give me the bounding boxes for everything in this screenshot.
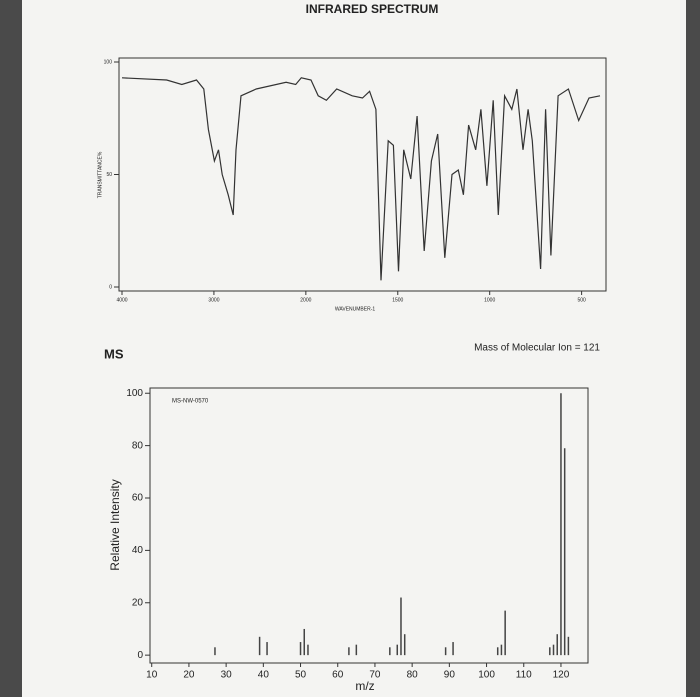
- x-tick-label: 1000: [484, 297, 495, 303]
- y-tick-label: 50: [106, 172, 112, 178]
- x-tick-label: 40: [258, 670, 270, 681]
- x-tick-label: 110: [516, 670, 532, 681]
- x-tick-label: 20: [183, 670, 195, 681]
- x-tick-label: 10: [146, 670, 158, 681]
- x-tick-label: 90: [444, 670, 456, 681]
- ms-peak: [355, 644, 358, 656]
- y-tick-label: 0: [137, 650, 143, 661]
- y-tick-label: 20: [132, 597, 144, 608]
- ir-y-label: TRANSMITTANCE%: [97, 151, 103, 198]
- ms-peak: [496, 647, 499, 656]
- ir-x-label: WAVENUMBER-1: [335, 306, 376, 312]
- ms-peak: [307, 644, 309, 656]
- ms-peak: [403, 634, 406, 656]
- x-tick-label: 4000: [116, 297, 127, 303]
- y-tick-label: 0: [109, 284, 112, 290]
- y-tick-label: 100: [104, 59, 113, 65]
- y-tick-label: 80: [132, 440, 144, 451]
- ms-peak: [563, 448, 566, 656]
- ms-peak: [452, 642, 454, 656]
- ms-peak: [303, 628, 306, 656]
- ms-y-label: Relative Intensity: [108, 479, 122, 570]
- ms-peak: [549, 647, 551, 656]
- x-tick-label: 120: [553, 670, 570, 681]
- ms-peak: [500, 644, 503, 656]
- page-panel: [22, 0, 686, 697]
- ms-peak: [504, 610, 506, 656]
- y-tick-label: 40: [132, 545, 144, 556]
- y-tick-label: 100: [126, 388, 143, 399]
- x-tick-label: 3000: [208, 297, 219, 303]
- y-tick-label: 60: [132, 493, 144, 504]
- ms-peak: [560, 393, 562, 656]
- ms-x-label: m/z: [355, 679, 374, 693]
- ms-peak: [444, 647, 447, 656]
- x-tick-label: 80: [407, 670, 419, 681]
- ms-peak: [258, 636, 261, 656]
- ir-title: INFRARED SPECTRUM: [306, 2, 439, 16]
- x-tick-label: 30: [221, 670, 233, 681]
- ms-peak: [396, 644, 399, 656]
- x-tick-label: 70: [369, 670, 381, 681]
- ms-peak: [266, 642, 268, 656]
- ms-title: MS: [104, 346, 124, 361]
- ms-subtitle: Mass of Molecular Ion = 121: [474, 343, 600, 354]
- plot-frame: [149, 387, 589, 664]
- ms-peak: [567, 636, 570, 656]
- x-tick-label: 500: [577, 297, 586, 303]
- x-tick-label: 100: [478, 670, 495, 681]
- ms-peak: [299, 642, 302, 656]
- ms-peak: [214, 647, 216, 656]
- x-tick-label: 1500: [392, 297, 403, 303]
- x-tick-label: 2000: [300, 297, 311, 303]
- ms-peak: [556, 634, 558, 656]
- ms-annotation: MS-NW-0570: [172, 399, 209, 405]
- spectrum-line: [121, 77, 601, 281]
- ms-peak: [552, 644, 555, 656]
- ms-peak: [400, 597, 402, 656]
- ms-peak: [348, 647, 350, 656]
- ms-peak: [389, 647, 391, 656]
- x-tick-label: 50: [295, 670, 307, 681]
- x-tick-label: 60: [332, 670, 344, 681]
